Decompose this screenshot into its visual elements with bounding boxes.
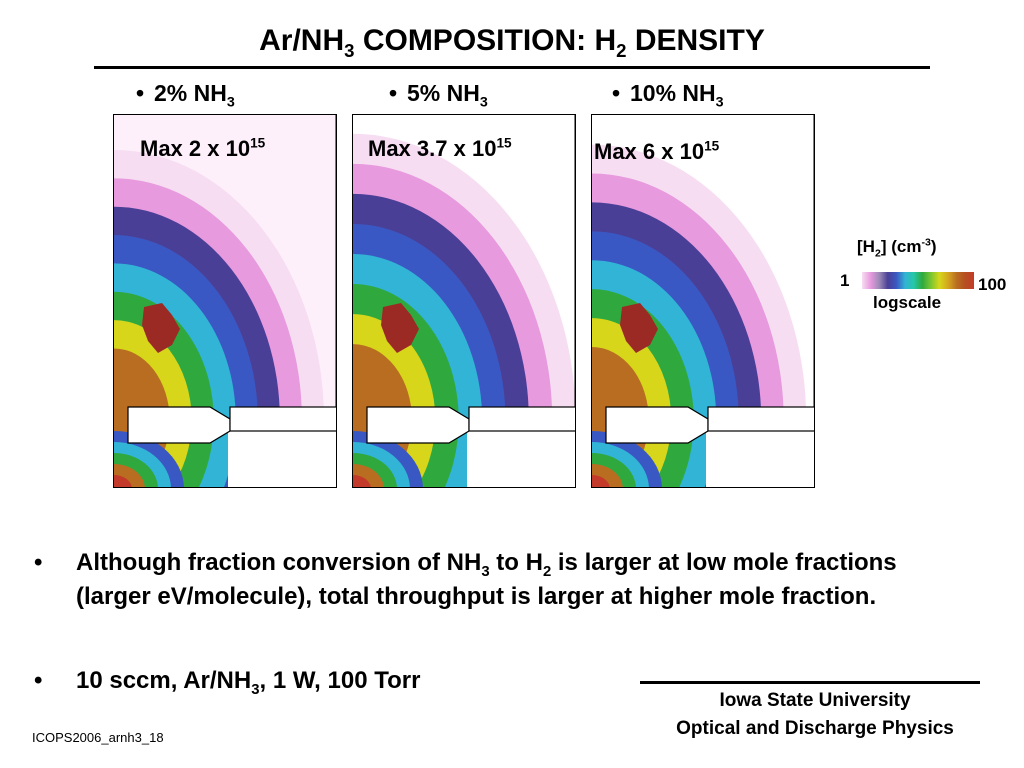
electrode-rod xyxy=(468,406,575,432)
electrode-shadow xyxy=(706,431,814,487)
density-peak-region xyxy=(142,303,180,353)
max-label-5pct: Max 3.7 x 1015 xyxy=(368,135,512,161)
electrode-shadow xyxy=(228,431,336,487)
density-plot-2pct xyxy=(113,114,337,488)
bullet-text: Although fraction conversion of NH3 to H… xyxy=(76,549,897,610)
electrode-tip xyxy=(366,406,470,444)
bullet-dot: • xyxy=(34,667,43,694)
bullet-text: 10 sccm, Ar/NH3, 1 W, 100 Torr xyxy=(76,667,421,698)
electrode-rod xyxy=(229,406,336,432)
contour-map xyxy=(353,115,575,487)
column-label-5pct: • 5% NH3 xyxy=(389,80,488,111)
electrode-shadow xyxy=(467,431,575,487)
affiliation-group: Optical and Discharge Physics xyxy=(676,718,954,739)
slide-footer-id: ICOPS2006_arnh3_18 xyxy=(32,730,164,745)
max-label-10pct: Max 6 x 1015 xyxy=(594,138,720,164)
affiliation-university: Iowa State University xyxy=(719,690,911,711)
colorbar-max-label: 100 xyxy=(978,275,1007,294)
contour-map xyxy=(592,115,814,487)
bullet-dot: • xyxy=(34,549,43,576)
contour-band xyxy=(592,475,610,487)
colorbar-gradient xyxy=(862,272,974,289)
max-label-2pct: Max 2 x 1015 xyxy=(140,135,266,161)
title-divider xyxy=(94,66,930,69)
column-label-2pct: • 2% NH3 xyxy=(136,80,235,111)
contour-band xyxy=(114,475,132,487)
density-plot-10pct xyxy=(591,114,815,488)
contour-map xyxy=(114,115,336,487)
density-peak-region xyxy=(381,303,419,353)
colorbar-title: [H2] (cm-3) xyxy=(857,236,937,260)
slide-title: Ar/NH3 COMPOSITION: H2 DENSITY xyxy=(259,24,765,61)
colorbar-min-label: 1 xyxy=(840,271,850,290)
contour-band xyxy=(353,475,371,487)
colorbar-scale-label: logscale xyxy=(873,293,942,312)
electrode-rod xyxy=(707,406,814,432)
affiliation-divider xyxy=(640,681,980,684)
electrode-tip xyxy=(127,406,231,444)
column-label-10pct: • 10% NH3 xyxy=(612,80,724,111)
density-plot-5pct xyxy=(352,114,576,488)
density-peak-region xyxy=(620,303,658,353)
electrode-tip xyxy=(605,406,709,444)
